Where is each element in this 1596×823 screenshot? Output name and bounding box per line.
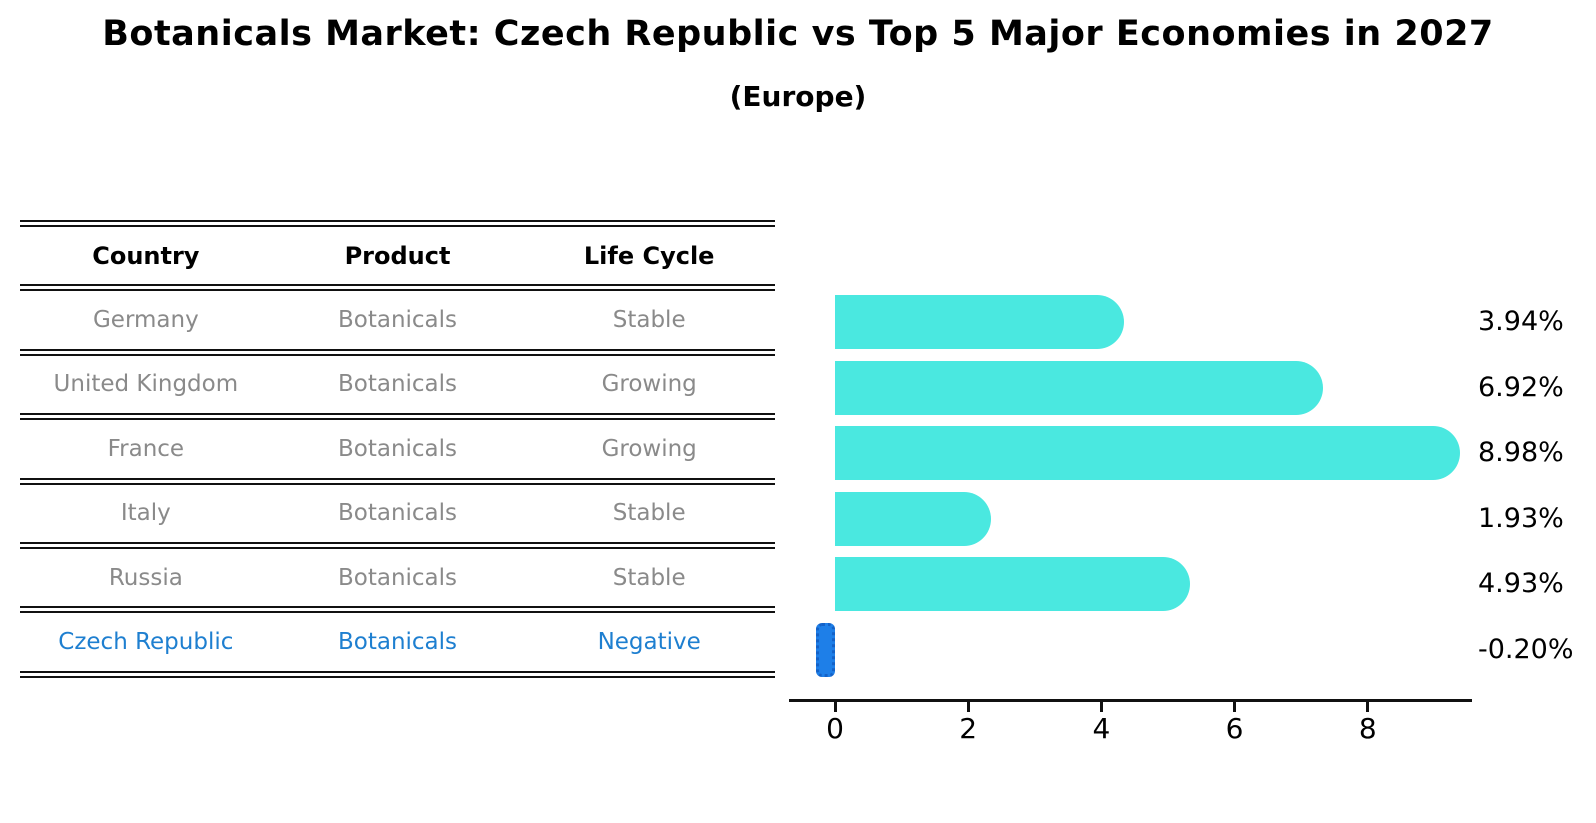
bar-italy bbox=[835, 491, 991, 546]
table-row: Italy Botanicals Stable bbox=[20, 485, 775, 542]
bar-czech-republic bbox=[815, 622, 835, 677]
bar-russia bbox=[835, 557, 1191, 611]
table-rule bbox=[20, 606, 775, 614]
x-axis-tick-label: 4 bbox=[1092, 712, 1111, 745]
chart-subtitle: (Europe) bbox=[729, 80, 867, 113]
table-rule bbox=[20, 670, 775, 678]
x-axis-tick bbox=[966, 702, 970, 712]
value-label: 8.98% bbox=[1478, 437, 1564, 468]
cell-country: Germany bbox=[92, 307, 199, 334]
x-axis-tick bbox=[1233, 702, 1237, 712]
table-rule bbox=[20, 413, 775, 421]
table-rule bbox=[20, 541, 775, 549]
table-row: France Botanicals Growing bbox=[20, 420, 775, 477]
chart-title: Botanicals Market: Czech Republic vs Top… bbox=[102, 14, 1494, 54]
column-header-life-cycle: Life Cycle bbox=[583, 241, 715, 270]
cell-country: United Kingdom bbox=[53, 371, 239, 398]
table-row: Germany Botanicals Stable bbox=[20, 291, 775, 348]
value-label: 1.93% bbox=[1478, 502, 1564, 534]
x-axis-tick-label: 2 bbox=[959, 712, 978, 745]
cell-product: Botanicals bbox=[337, 500, 458, 527]
bar-united-kingdom bbox=[835, 360, 1323, 415]
cell-country: Italy bbox=[120, 500, 171, 527]
table-rule bbox=[20, 477, 775, 485]
cell-product: Botanicals bbox=[337, 307, 458, 334]
x-axis-line bbox=[789, 699, 1472, 702]
table-rule bbox=[20, 284, 775, 292]
x-axis-tick bbox=[833, 702, 837, 712]
cell-life-cycle: Growing bbox=[601, 371, 697, 398]
cell-product: Botanicals bbox=[337, 435, 458, 462]
table-row-highlighted: Czech Republic Botanicals Negative bbox=[20, 613, 775, 670]
x-axis-tick-label: 6 bbox=[1225, 712, 1244, 745]
table-row: Russia Botanicals Stable bbox=[20, 549, 775, 606]
table-row: United Kingdom Botanicals Growing bbox=[20, 356, 775, 413]
value-label: -0.20% bbox=[1478, 633, 1574, 665]
x-axis-tick-label: 0 bbox=[826, 712, 844, 745]
data-table: Country Product Life Cycle Germany Botan… bbox=[20, 220, 775, 678]
x-axis-tick bbox=[1099, 702, 1103, 712]
cell-life-cycle: Stable bbox=[612, 500, 686, 527]
cell-country: France bbox=[107, 435, 185, 462]
value-label: 6.92% bbox=[1478, 371, 1564, 403]
cell-life-cycle: Stable bbox=[612, 564, 686, 591]
value-label: 3.94% bbox=[1478, 306, 1564, 337]
cell-product: Botanicals bbox=[337, 564, 458, 591]
column-header-country: Country bbox=[92, 241, 200, 270]
cell-country: Czech Republic bbox=[58, 629, 234, 656]
column-header-product: Product bbox=[344, 241, 451, 270]
bar-france bbox=[835, 426, 1461, 480]
table-header-row: Country Product Life Cycle bbox=[20, 227, 775, 284]
x-axis-tick bbox=[1366, 702, 1370, 712]
cell-country: Russia bbox=[108, 564, 183, 591]
cell-life-cycle: Stable bbox=[612, 307, 686, 334]
cell-product: Botanicals bbox=[337, 629, 458, 656]
x-axis-tick-label: 8 bbox=[1358, 712, 1377, 745]
cell-life-cycle: Growing bbox=[601, 435, 697, 462]
table-rule bbox=[20, 220, 775, 227]
value-label: 4.93% bbox=[1478, 568, 1564, 599]
table-rule bbox=[20, 348, 775, 356]
cell-product: Botanicals bbox=[337, 371, 458, 398]
cell-life-cycle: Negative bbox=[597, 629, 701, 656]
bar-germany bbox=[835, 295, 1125, 349]
